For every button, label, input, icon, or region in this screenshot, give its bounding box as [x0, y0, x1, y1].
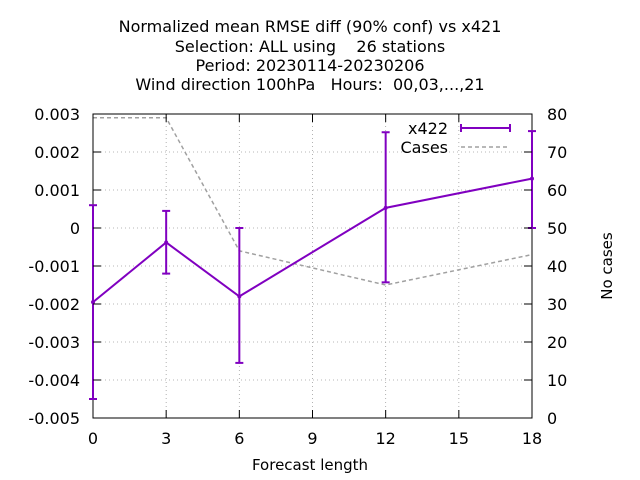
- legend-label-x422: x422: [408, 119, 448, 138]
- y-tick-label: 0.003: [34, 105, 80, 124]
- y-tick-label: 0.001: [34, 181, 80, 200]
- x-tick-label: 18: [522, 429, 542, 448]
- legend-label-cases: Cases: [401, 138, 449, 157]
- point-x422: [383, 205, 388, 210]
- y-axis-left: -0.005 -0.004 -0.003 -0.002 -0.001 0 0.001 0.00…: [28, 105, 101, 428]
- y-axis-right: 0 10 20 30 40 50 60 70 80: [524, 105, 567, 428]
- title-line-2: Selection: ALL using 26 stations: [175, 37, 445, 56]
- y2-tick-label: 40: [547, 257, 567, 276]
- x-tick-label: 0: [88, 429, 98, 448]
- y2-tick-label: 80: [547, 105, 567, 124]
- x-tick-label: 15: [449, 429, 469, 448]
- legend: x422 Cases: [401, 119, 511, 157]
- title-line-3: Period: 20230114-20230206: [195, 56, 424, 75]
- y2-tick-label: 10: [547, 371, 567, 390]
- point-x422: [237, 294, 242, 299]
- y-tick-label: -0.004: [28, 371, 80, 390]
- y2-tick-label: 60: [547, 181, 567, 200]
- x-tick-label: 9: [307, 429, 317, 448]
- x-tick-label: 6: [234, 429, 244, 448]
- y-tick-label: -0.001: [28, 257, 80, 276]
- y-tick-label: 0.002: [34, 143, 80, 162]
- point-x422: [164, 240, 169, 245]
- y2-tick-label: 0: [547, 409, 557, 428]
- x-axis-label: Forecast length: [252, 456, 368, 474]
- y2-tick-label: 30: [547, 295, 567, 314]
- y-tick-label: -0.005: [28, 409, 80, 428]
- y-tick-label: 0: [70, 219, 80, 238]
- grid: [92, 113, 533, 419]
- series-line-x422: [92, 177, 533, 303]
- title-line-4: Wind direction 100hPa Hours: 00,03,...,2…: [135, 75, 484, 94]
- point-x422: [91, 300, 95, 305]
- title-line-1: Normalized mean RMSE diff (90% conf) vs …: [119, 17, 502, 36]
- y2-tick-label: 70: [547, 143, 567, 162]
- point-x422: [530, 176, 534, 181]
- y2-axis-label: No cases: [598, 232, 616, 300]
- y2-tick-label: 50: [547, 219, 567, 238]
- chart-title: Normalized mean RMSE diff (90% conf) vs …: [119, 17, 502, 94]
- x-axis: 0 3 6 9 12 15 18: [88, 114, 542, 448]
- y2-tick-label: 20: [547, 333, 567, 352]
- x-tick-label: 3: [161, 429, 171, 448]
- y-tick-label: -0.002: [28, 295, 80, 314]
- x-tick-label: 12: [375, 429, 395, 448]
- y-tick-label: -0.003: [28, 333, 80, 352]
